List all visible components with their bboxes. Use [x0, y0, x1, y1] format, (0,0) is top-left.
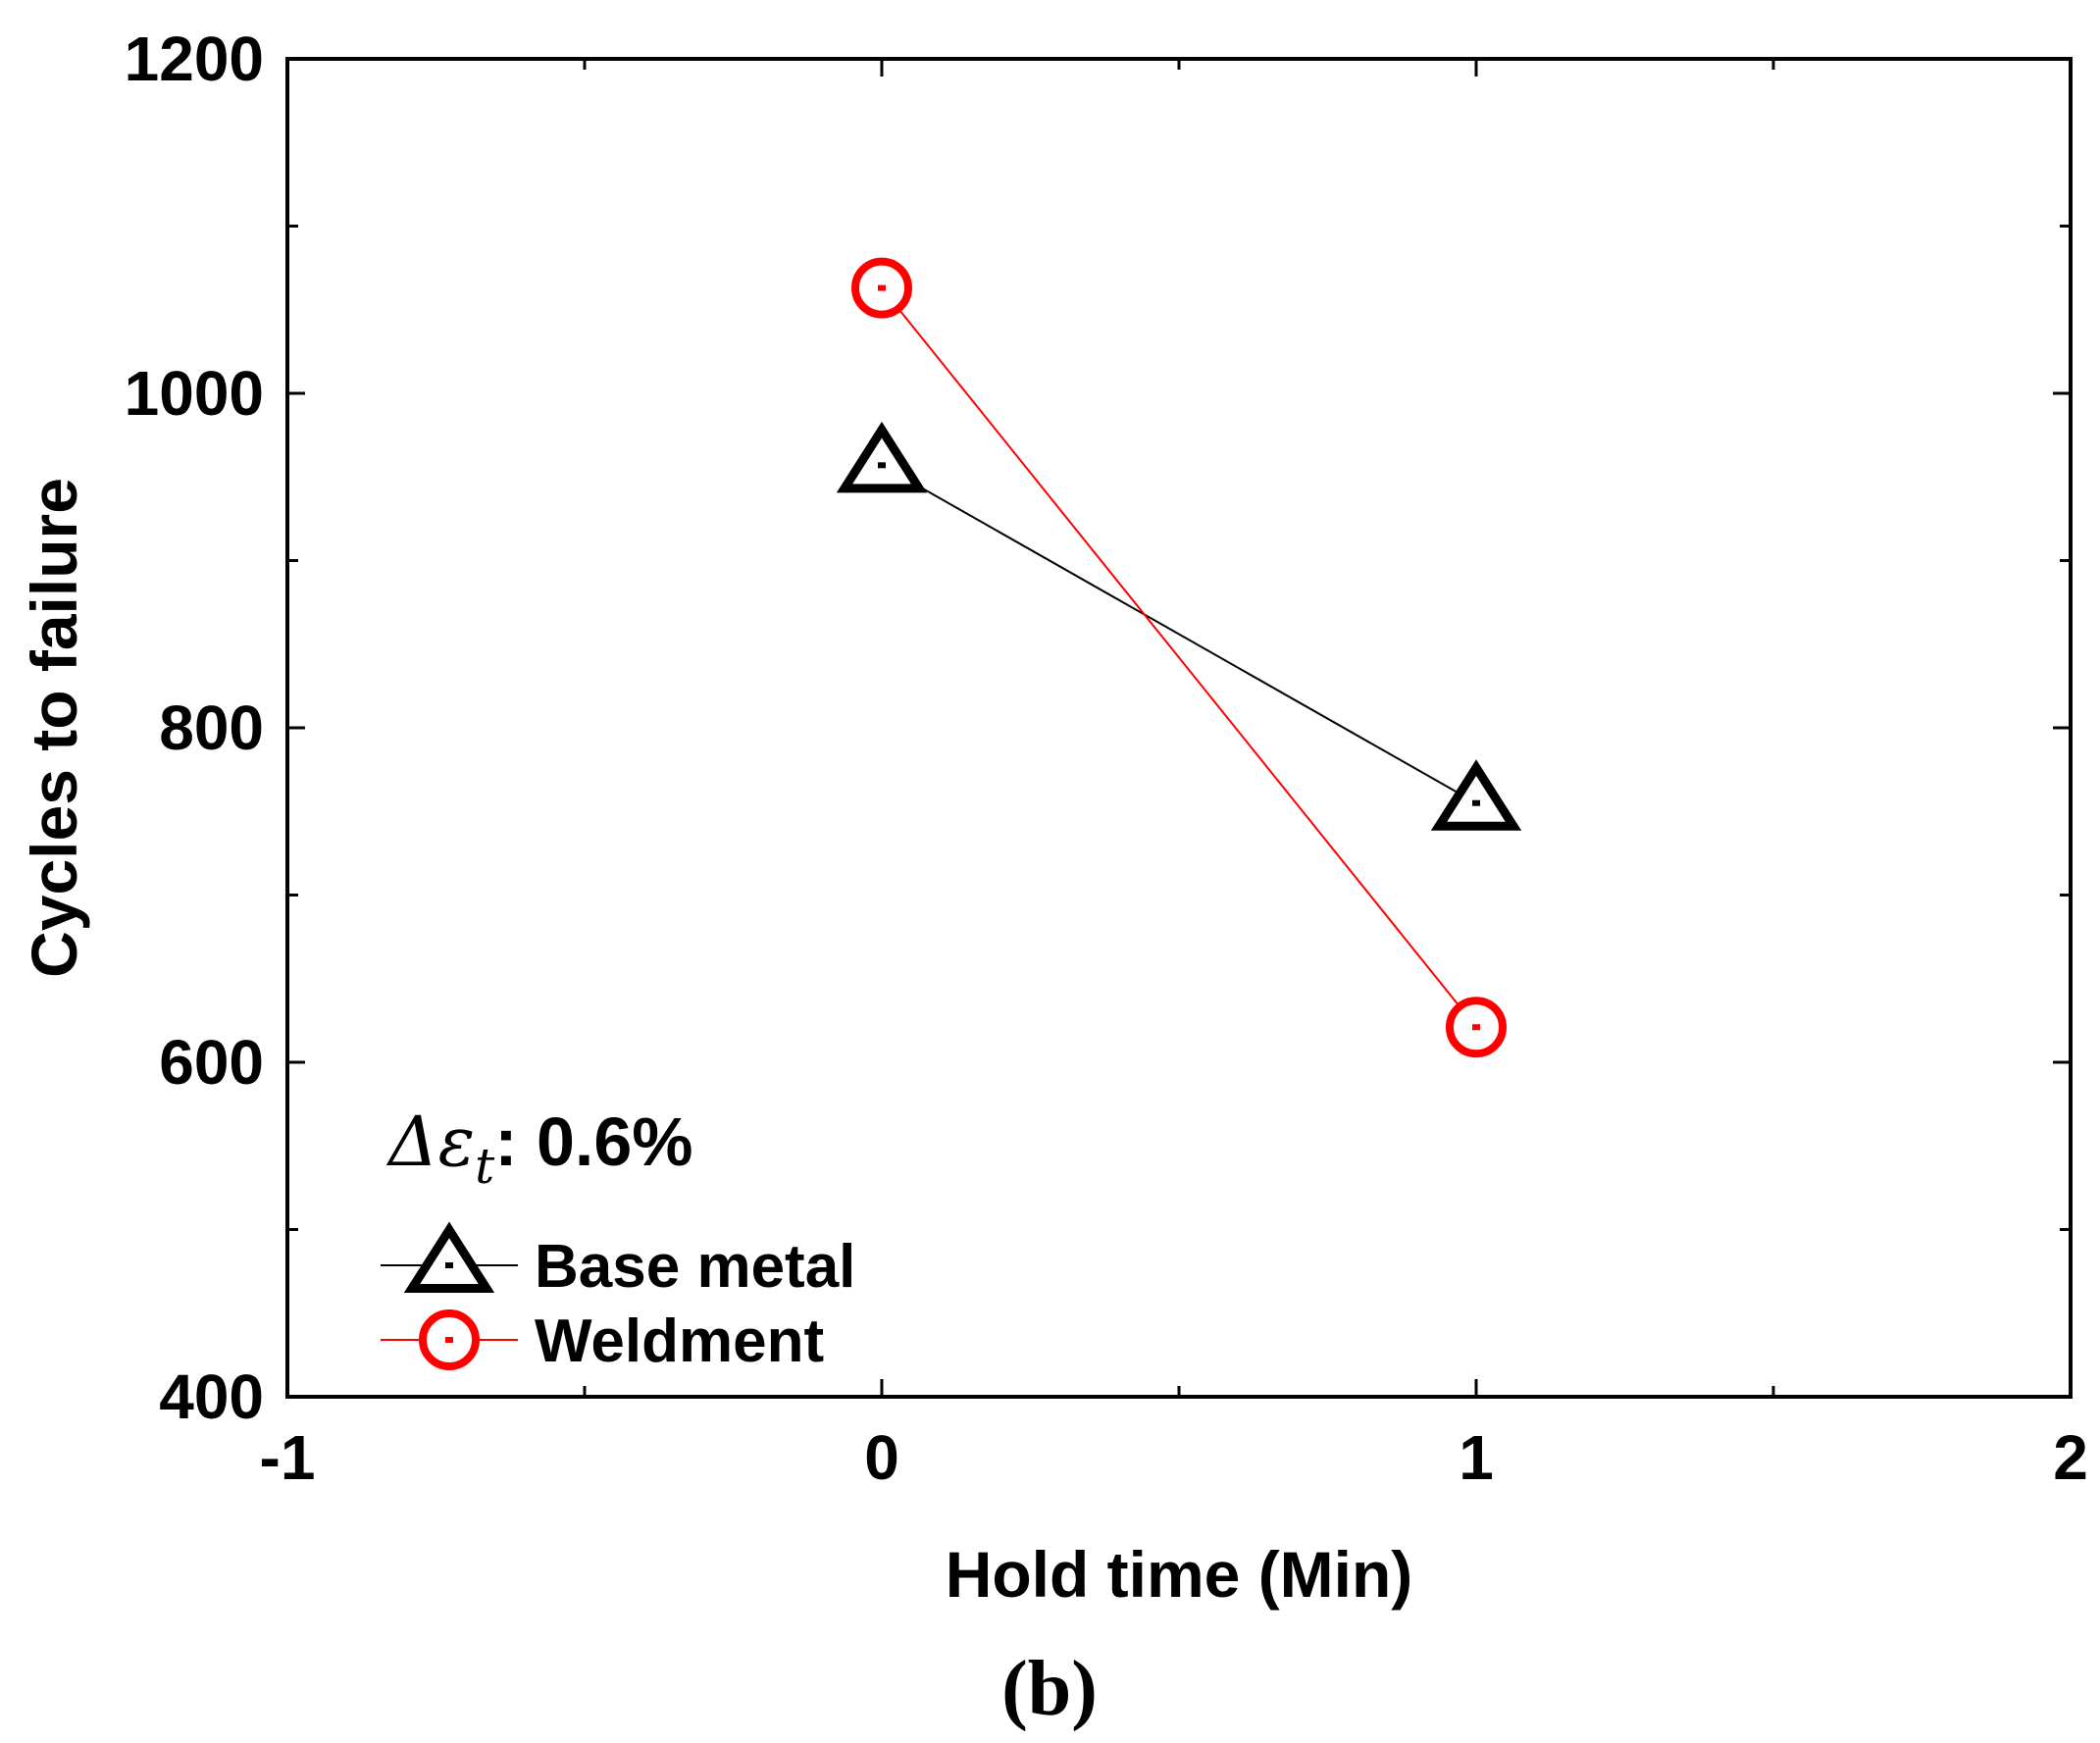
series-line-1 [881, 286, 1477, 1028]
annotation-symbol: ε [438, 1102, 476, 1182]
triangle-marker-outline [836, 421, 928, 493]
data-point [836, 421, 928, 493]
y-tick-label: 400 [159, 1361, 264, 1432]
legend-symbol-weldment [381, 1309, 518, 1370]
legend-marker [419, 1309, 480, 1370]
y-axis-title: Cycles to failure [18, 478, 90, 978]
marker-center-dot [445, 1262, 453, 1268]
legend-label-weldment: Weldment [535, 1307, 824, 1375]
panel-label: (b) [1001, 1646, 1098, 1732]
marker-center-dot [878, 462, 886, 469]
plot-frame [285, 57, 2073, 1399]
legend-marker [403, 1221, 495, 1294]
y-tick-label: 800 [159, 692, 264, 763]
strain-annotation: Δεt: 0.6% [385, 1102, 693, 1195]
triangle-marker-outline [403, 1221, 495, 1294]
axis-ticks: -1 0 1 2 400 600 800 1000 1200 [125, 24, 2088, 1493]
marker-center-dot [1472, 799, 1480, 806]
marker-center-dot [1472, 1024, 1480, 1031]
data-point [851, 257, 912, 319]
legend: Base metal Weldment [381, 1221, 855, 1375]
x-tick-label: 1 [1459, 1422, 1494, 1493]
triangle-marker-outline [1430, 759, 1522, 831]
series-group [836, 257, 1522, 1058]
y-tick-label: 1200 [125, 24, 264, 94]
marker-center-dot [878, 284, 886, 291]
y-tick-label: 1000 [125, 358, 264, 429]
annotation-subscript: t [475, 1138, 495, 1195]
annotation-value: : 0.6% [494, 1103, 692, 1180]
x-axis-title: Hold time (Min) [946, 1538, 1413, 1611]
data-point [1430, 759, 1522, 831]
x-tick-label: 2 [2053, 1422, 2088, 1493]
legend-label-base-metal: Base metal [535, 1233, 855, 1301]
legend-symbol-base-metal [381, 1221, 518, 1294]
series-line-0 [881, 464, 1477, 804]
marker-center-dot [445, 1337, 453, 1343]
y-tick-label: 600 [159, 1027, 264, 1098]
x-tick-label: -1 [260, 1422, 316, 1493]
x-tick-label: 0 [864, 1422, 899, 1493]
data-point [1446, 997, 1507, 1058]
svg-text:Δεt: 0.6%: Δεt: 0.6% [385, 1102, 693, 1195]
annotation-delta: Δ [385, 1102, 438, 1182]
